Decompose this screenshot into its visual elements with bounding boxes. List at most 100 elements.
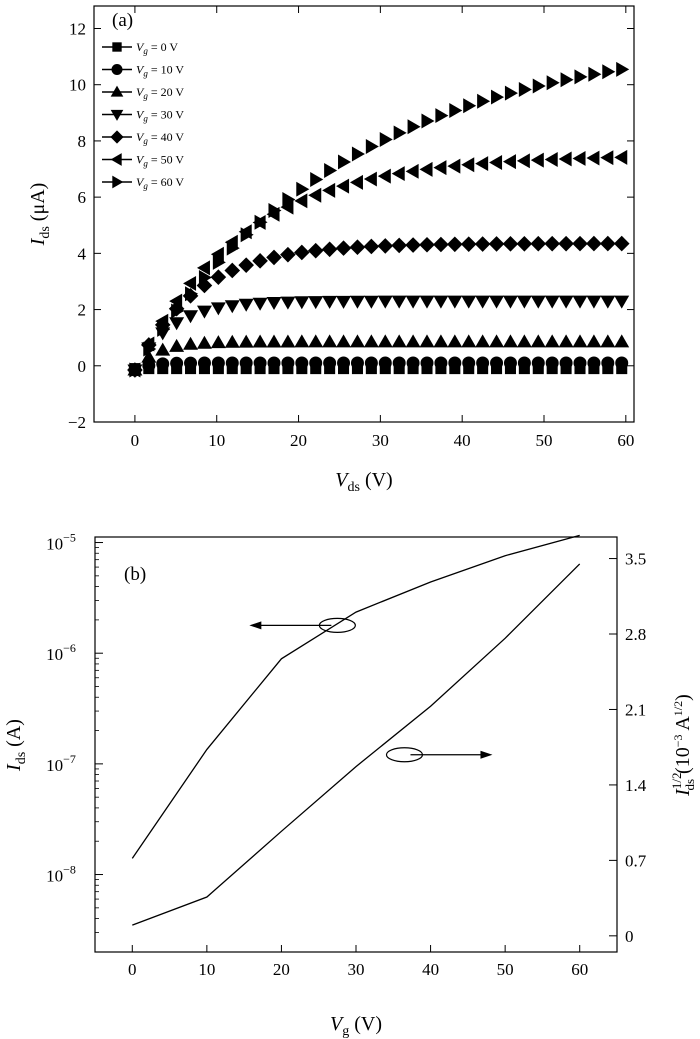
data-point: [338, 154, 352, 170]
data-point: [280, 246, 296, 263]
data-point: [586, 150, 600, 166]
data-point: [449, 103, 463, 118]
data-point: [308, 334, 324, 348]
data-point: [349, 295, 365, 309]
data-point: [559, 356, 573, 370]
x-tick-label: 30: [372, 431, 389, 450]
data-point: [614, 295, 630, 309]
data-point: [475, 334, 491, 348]
data-point: [379, 132, 393, 147]
legend-label: Vg = 10 V: [136, 63, 184, 79]
data-point: [419, 334, 435, 348]
data-point: [586, 235, 602, 252]
data-point: [530, 235, 547, 252]
legend-marker: [111, 64, 123, 75]
legend-marker: [110, 130, 124, 144]
data-point: [280, 334, 296, 348]
data-point: [572, 295, 588, 309]
data-point: [600, 235, 616, 252]
data-point: [377, 168, 391, 184]
data-point: [185, 286, 199, 302]
chart-a-y-axis-label: Ids (μA): [27, 183, 53, 247]
data-point: [448, 356, 462, 370]
data-point: [600, 150, 614, 166]
data-point: [419, 295, 435, 309]
data-point: [268, 203, 282, 219]
data-point: [337, 356, 351, 370]
data-point: [405, 237, 421, 253]
data-point: [502, 295, 518, 309]
data-point: [296, 181, 310, 197]
data-point: [155, 342, 171, 356]
data-point: [419, 161, 433, 177]
data-point: [491, 89, 505, 105]
x-tick-label: 20: [290, 431, 307, 450]
data-point: [461, 295, 477, 309]
data-point: [170, 356, 184, 370]
data-point: [502, 334, 518, 348]
chart-b-y-axis-right-label: I1/2ds (10−3 A1/2): [669, 694, 697, 797]
series-vg-50: [127, 149, 628, 378]
data-point: [156, 357, 170, 371]
data-point: [447, 236, 463, 253]
data-point: [433, 334, 449, 348]
data-point: [155, 313, 169, 329]
legend-label: Vg = 50 V: [136, 153, 184, 169]
data-point: [349, 174, 363, 190]
x-tick-label: 60: [571, 960, 588, 979]
data-point: [336, 334, 352, 348]
chart-b-series: [131, 534, 581, 926]
chart-b-plot-frame: [94, 536, 618, 953]
legend-entry: Vg = 60 V: [102, 175, 184, 191]
data-point: [281, 356, 295, 370]
data-point: [544, 235, 560, 252]
data-point: [391, 237, 407, 254]
data-point: [600, 295, 616, 309]
data-point: [560, 72, 574, 88]
data-point: [517, 356, 531, 370]
data-point: [516, 235, 533, 252]
data-point: [224, 334, 240, 348]
y-right-tick-label: 3.5: [625, 550, 646, 569]
data-point: [488, 236, 505, 252]
data-point: [225, 356, 239, 370]
data-point: [141, 349, 157, 363]
data-point: [254, 214, 268, 230]
y-left-tick-label: 10−8: [46, 863, 76, 886]
data-point: [267, 356, 281, 370]
y-left-tick-label: 10−5: [46, 531, 76, 554]
legend-entry: Vg = 0 V: [102, 40, 178, 56]
data-point: [335, 240, 352, 256]
data-point: [462, 356, 476, 370]
data-point: [614, 149, 628, 165]
data-point: [196, 260, 210, 276]
legend-label: Vg = 40 V: [136, 130, 184, 146]
data-point: [516, 334, 532, 348]
data-point: [530, 334, 546, 348]
data-point: [196, 305, 212, 319]
data-point: [489, 155, 503, 171]
data-point: [129, 362, 143, 378]
data-point: [474, 236, 491, 252]
data-point: [183, 310, 199, 324]
data-point: [324, 162, 338, 178]
data-point: [544, 334, 560, 348]
legend-marker: [112, 42, 122, 52]
data-point: [252, 297, 268, 311]
data-point: [489, 334, 505, 348]
data-point: [572, 334, 588, 348]
x-tick-label: 50: [497, 960, 514, 979]
chart-a-panel-label: (a): [112, 10, 133, 31]
data-point: [433, 160, 447, 176]
legend-label: Vg = 20 V: [136, 85, 184, 101]
data-point: [224, 262, 241, 279]
data-point: [169, 293, 183, 309]
data-point: [405, 295, 421, 309]
chart-a-legend: Vg = 0 V Vg = 10 V Vg = 20 V Vg = 30 V Vg = …: [102, 40, 184, 191]
chart-b-ticks: 0 10 20 30 40 50 60 10−5 10−6 10−7 10−8 0 0.7 1.4 2.1 2…: [46, 531, 647, 979]
data-point: [363, 334, 379, 348]
data-point: [322, 334, 338, 348]
data-point: [309, 356, 323, 370]
data-point: [490, 356, 504, 370]
data-point: [363, 171, 377, 187]
